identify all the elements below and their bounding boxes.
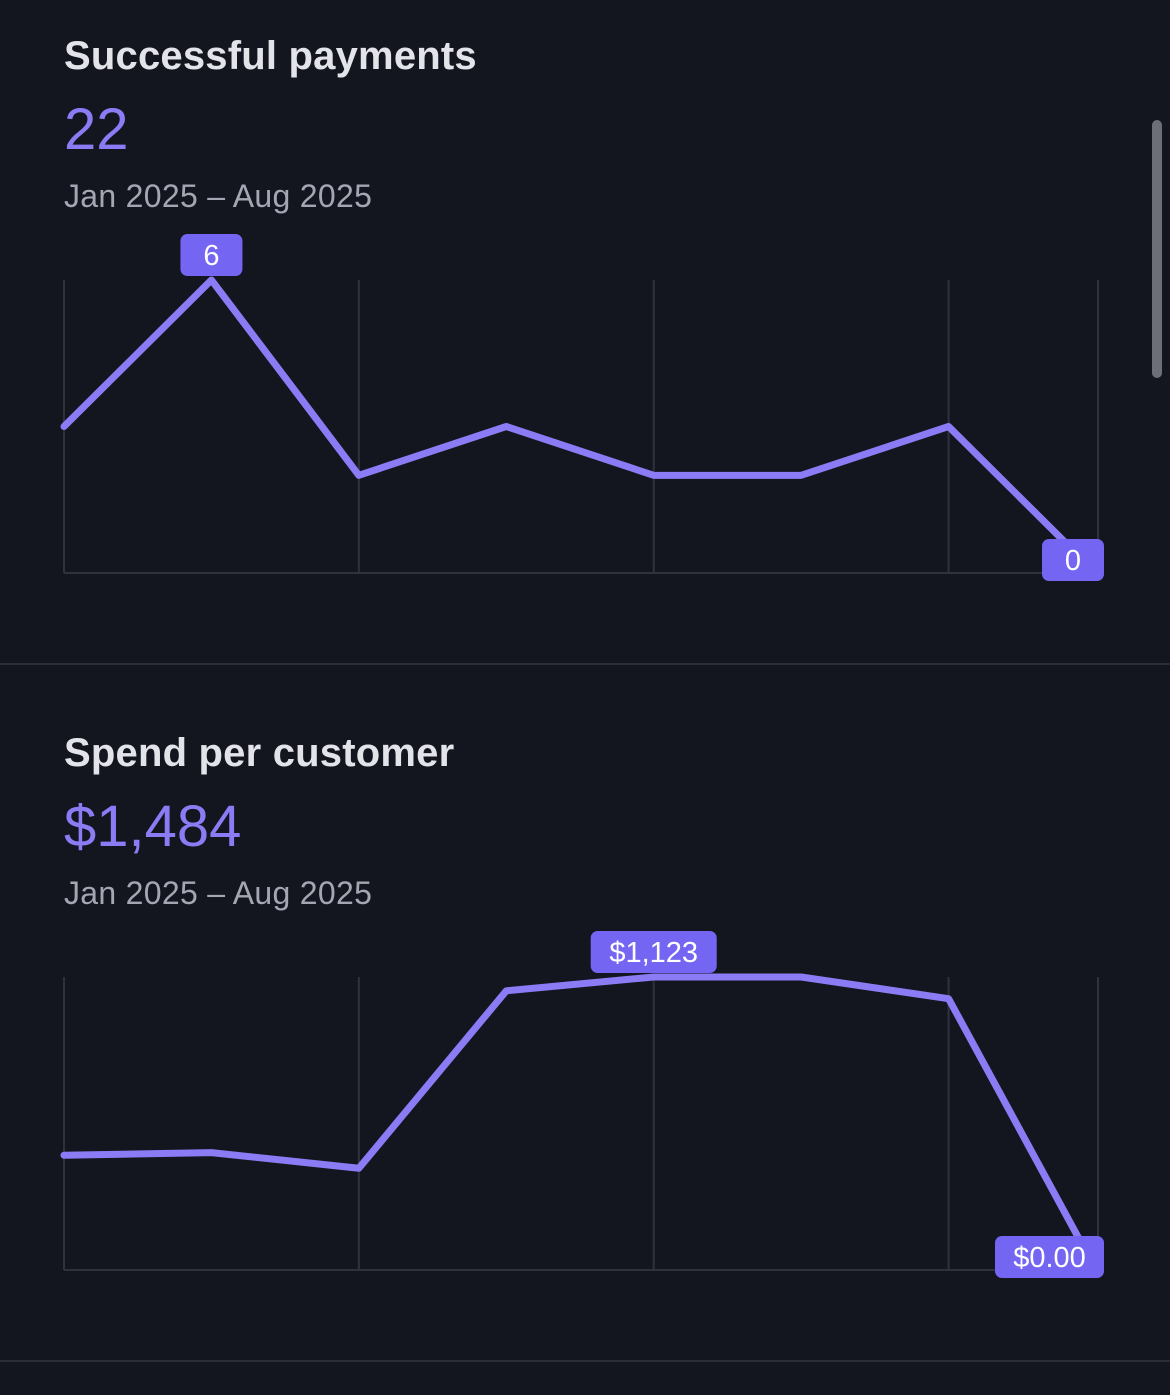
card-divider: [0, 1360, 1170, 1362]
data-label-text: 0: [1065, 545, 1081, 577]
card-title: Successful payments: [64, 34, 477, 78]
data-label-text: $0.00: [1013, 1242, 1086, 1274]
series-line: [60, 276, 1100, 577]
spend-per-customer-card: Spend per customer $1,484 Jan 2025 – Aug…: [0, 665, 1170, 1362]
card-title: Spend per customer: [64, 731, 455, 775]
data-label-text: 6: [203, 240, 219, 272]
successful-payments-chart[interactable]: 60: [0, 230, 1170, 590]
data-label-badge: 6: [180, 234, 243, 276]
data-label-background: [1042, 539, 1104, 581]
card-divider: [0, 663, 1170, 665]
card-value: $1,484: [64, 794, 242, 859]
successful-payments-card: Successful payments 22 Jan 2025 – Aug 20…: [0, 0, 1170, 665]
data-label-background: [180, 234, 243, 276]
spend-per-customer-chart[interactable]: $1,123 $0.00: [0, 927, 1170, 1287]
data-label-badge: 0: [1042, 539, 1104, 581]
data-label-badge: $1,123: [590, 931, 717, 973]
scrollbar[interactable]: [1152, 120, 1162, 378]
series-line: [60, 973, 1100, 1274]
card-date-range: Jan 2025 – Aug 2025: [64, 875, 373, 911]
data-label-text: $1,123: [609, 937, 698, 969]
data-label-badge: $0.00: [995, 1236, 1104, 1278]
card-date-range: Jan 2025 – Aug 2025: [64, 178, 373, 214]
data-label-background: [590, 931, 717, 973]
data-label-background: [995, 1236, 1104, 1278]
card-value: 22: [64, 97, 129, 162]
